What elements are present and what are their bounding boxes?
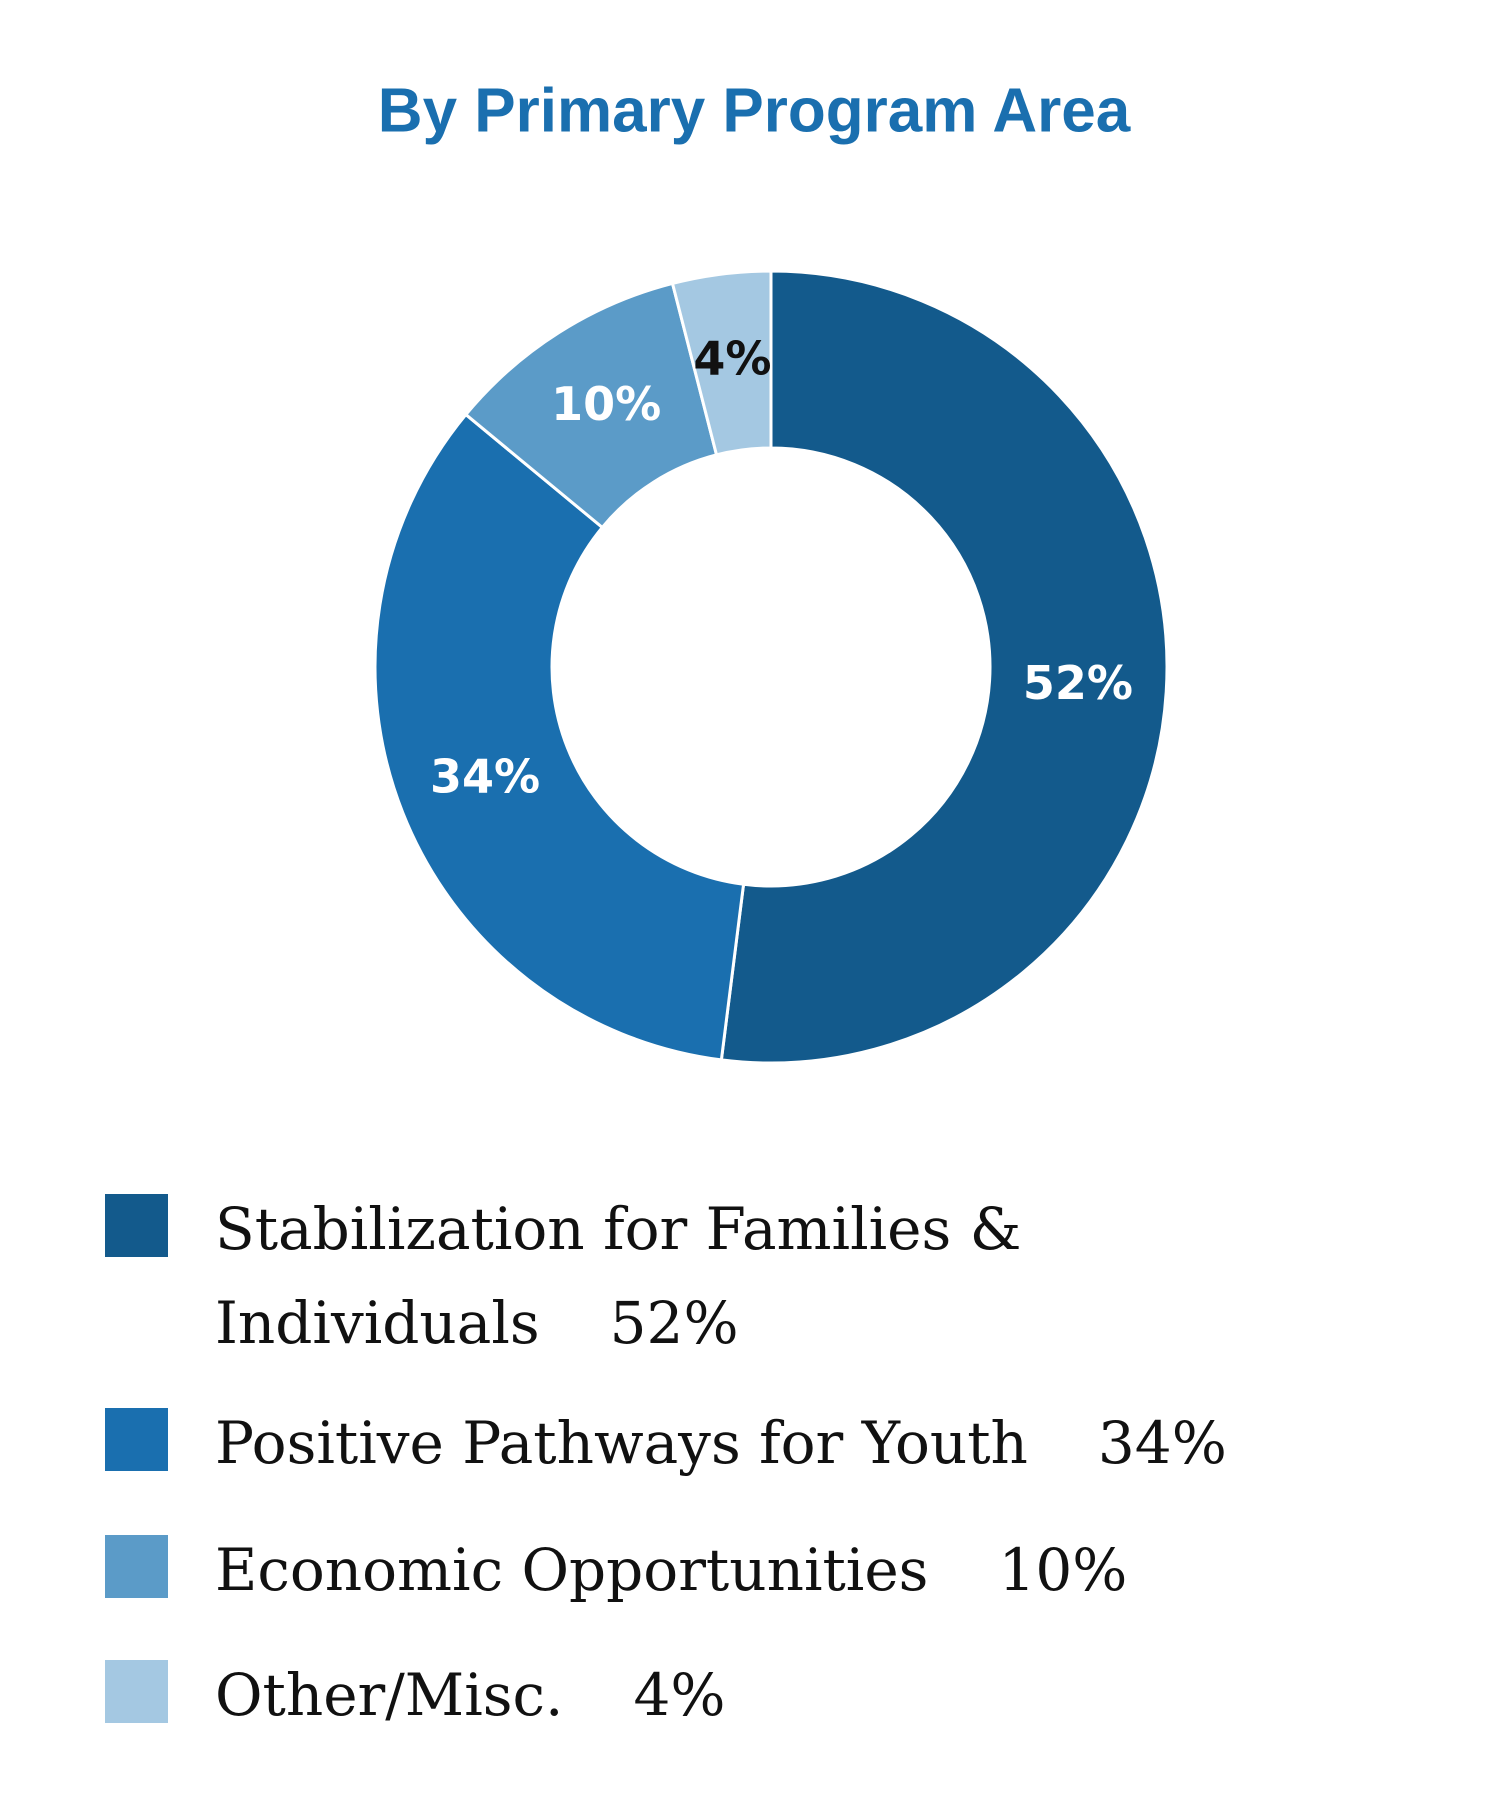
legend-entry: Stabilization for Families & Individuals… xyxy=(215,1182,1175,1370)
legend-label: Positive Pathways for Youth xyxy=(215,1409,1028,1477)
slice-label: 10% xyxy=(551,377,661,431)
legend-entry: Other/Misc. 4% xyxy=(215,1648,725,1742)
legend-item: Economic Opportunities 10% xyxy=(105,1523,1127,1617)
legend-entry: Positive Pathways for Youth 34% xyxy=(215,1396,1227,1490)
donut-slice xyxy=(373,412,746,1062)
legend-value: 10% xyxy=(998,1536,1128,1604)
legend-value: 52% xyxy=(609,1289,739,1357)
legend-swatch xyxy=(105,1535,168,1598)
legend-entry: Economic Opportunities 10% xyxy=(215,1523,1127,1617)
legend-item: Stabilization for Families & Individuals… xyxy=(105,1182,1175,1370)
legend-item: Positive Pathways for Youth 34% xyxy=(105,1396,1227,1490)
legend-item: Other/Misc. 4% xyxy=(105,1648,725,1742)
legend-label: Other/Misc. xyxy=(215,1661,564,1729)
slice-label: 4% xyxy=(693,331,771,385)
legend-value: 4% xyxy=(633,1661,726,1729)
donut-slice xyxy=(670,269,773,457)
legend-value: 34% xyxy=(1097,1409,1227,1477)
legend-swatch xyxy=(105,1194,168,1257)
legend-swatch xyxy=(105,1408,168,1471)
slice-label: 34% xyxy=(430,750,540,804)
donut-slice xyxy=(719,269,1169,1065)
chart-title: By Primary Program Area xyxy=(378,76,1131,145)
slice-label: 52% xyxy=(1023,656,1133,710)
legend-label: Stabilization for Families & Individuals xyxy=(215,1195,1022,1357)
legend-label: Economic Opportunities xyxy=(215,1536,929,1604)
chart: By Primary Program Area 52% 34% 10% 4% xyxy=(373,76,1169,1065)
legend-swatch xyxy=(105,1660,168,1723)
